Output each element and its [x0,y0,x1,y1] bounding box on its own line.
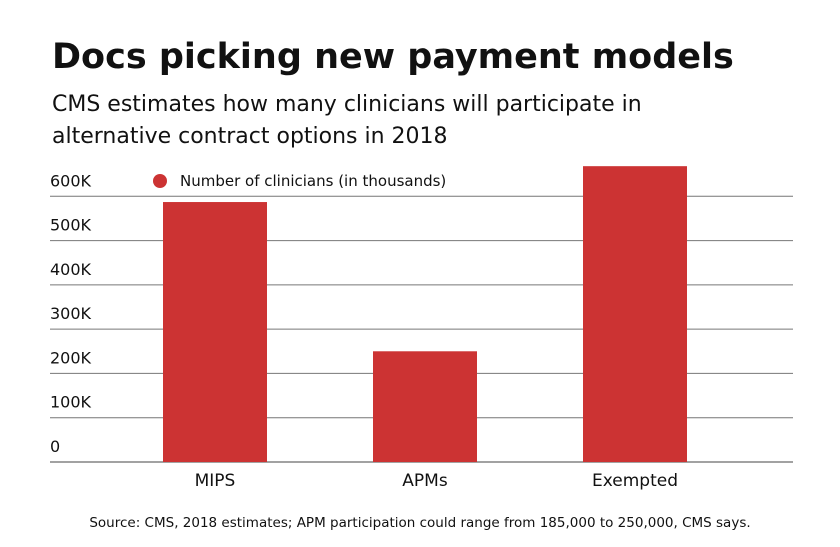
x-tick-label: APMs [402,471,448,491]
chart-subtitle: alternative contract options in 2018 [52,124,448,149]
y-tick-label: 500K [50,216,92,235]
legend-marker [153,174,167,188]
legend-label: Number of clinicians (in thousands) [180,172,446,190]
y-tick-label: 0 [50,437,60,456]
x-tick-label: MIPS [195,471,236,491]
source-note: Source: CMS, 2018 estimates; APM partici… [89,515,750,531]
chart-subtitle: CMS estimates how many clinicians will p… [52,92,642,117]
x-tick-label: Exempted [592,471,678,491]
y-tick-label: 100K [50,393,92,412]
chart-title: Docs picking new payment models [52,37,734,77]
bar [583,166,687,462]
bar [373,351,477,462]
bar [163,202,267,463]
y-tick-label: 200K [50,348,92,367]
y-tick-label: 600K [50,171,92,190]
y-tick-label: 300K [50,304,92,323]
y-tick-label: 400K [50,260,92,279]
